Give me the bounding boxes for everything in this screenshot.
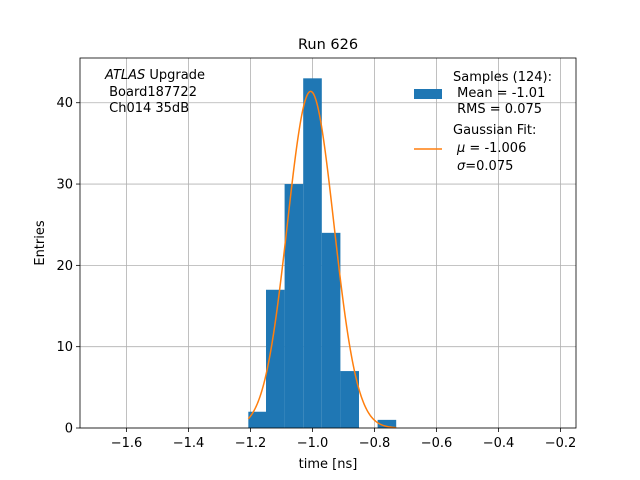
x-tick-label: −0.2 [545, 436, 577, 451]
histogram-bar [284, 184, 304, 428]
atlas-annotation: ATLAS Upgrade Board187722 Ch014 35dB [104, 68, 205, 116]
annotation-board: Board187722 [105, 85, 197, 100]
y-tick-label: 30 [56, 178, 73, 193]
legend-fit-mu: μ = -1.006 [456, 141, 526, 156]
gaussian-fit-curve [247, 90, 397, 429]
x-tick-label: −0.8 [359, 436, 391, 451]
x-axis-ticks: −1.6 −1.4 −1.2 −1.0 −0.8 −0.6 −0.4 −0.2 [111, 428, 577, 451]
annotation-channel: Ch014 35dB [105, 101, 189, 116]
x-axis-label: time [ns] [299, 457, 358, 472]
histogram-bar [303, 78, 322, 428]
x-tick-label: −1.0 [297, 436, 329, 451]
histogram-bar [340, 371, 359, 428]
legend-mu-symbol: μ [456, 141, 465, 156]
histogram-bar [248, 411, 266, 428]
x-tick-label: −1.2 [235, 436, 267, 451]
y-axis-ticks: 0 10 20 30 40 [56, 96, 80, 437]
legend-sigma-symbol: σ [457, 159, 466, 174]
legend-mu-value: = -1.006 [465, 141, 526, 156]
histogram-bar [377, 419, 397, 428]
annotation-line-1: ATLAS Upgrade [104, 68, 205, 83]
axes-frame [79, 57, 577, 429]
x-tick-label: −0.4 [483, 436, 515, 451]
legend-fit-sigma: σ=0.075 [457, 159, 513, 174]
y-tick-label: 20 [56, 259, 73, 274]
annotation-atlas: ATLAS [104, 68, 145, 83]
y-tick-label: 40 [56, 96, 73, 111]
legend: Samples (124): Mean = -1.01 RMS = 0.075 … [414, 70, 552, 174]
legend-fit-title: Gaussian Fit: [453, 123, 536, 138]
histogram-bar [266, 289, 285, 428]
x-tick-label: −1.6 [111, 436, 143, 451]
histogram-bars [248, 78, 397, 428]
legend-samples-rms: RMS = 0.075 [453, 102, 542, 117]
y-axis-label: Entries [33, 220, 48, 266]
y-tick-label: 0 [65, 422, 73, 437]
annotation-upgrade: Upgrade [145, 68, 205, 83]
chart-title: Run 626 [298, 37, 358, 53]
legend-samples-mean: Mean = -1.01 [453, 86, 545, 101]
legend-samples-swatch [414, 89, 442, 99]
legend-sigma-value: =0.075 [465, 159, 513, 174]
x-tick-label: −0.6 [421, 436, 453, 451]
x-tick-label: −1.4 [173, 436, 205, 451]
legend-samples-title: Samples (124): [453, 70, 552, 85]
histogram-bar [321, 232, 341, 428]
y-tick-label: 10 [56, 340, 73, 355]
